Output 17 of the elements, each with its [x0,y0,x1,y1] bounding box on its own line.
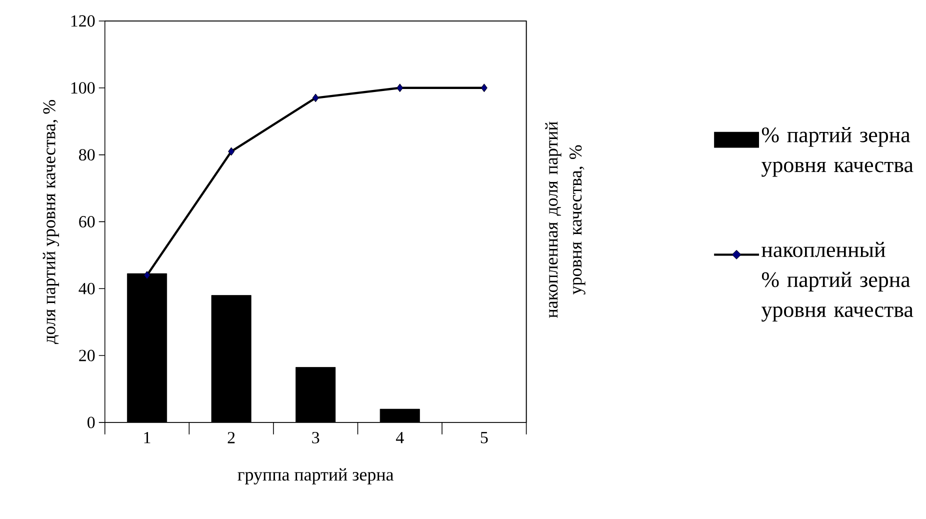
x-tick-label: 3 [312,432,320,444]
x-tick-label: 4 [396,432,404,443]
y-tick-label: 100 [71,82,95,94]
x-tick-label: 2 [228,432,235,444]
y-tick-label: 80 [79,148,95,160]
y-tick-label: 60 [79,216,95,228]
y-tick-label: 20 [79,350,95,362]
legend-label: % партий зерна уровня качества [761,126,914,177]
y-axis-title: доля партий уровня качества, % [42,100,60,344]
x-axis-title: группа партий зерна [238,468,394,484]
y-tick-label: 120 [71,15,95,27]
y-tick-label: 0 [88,416,95,428]
x-tick-label: 1 [144,432,150,444]
x-tick-label: 5 [480,432,488,444]
legend-label: накопленный % партий зерна уровня качества [761,242,914,322]
y-tick-label: 40 [78,282,95,294]
y2-axis-title: накопленная доля партий уровня качества, % [545,121,586,318]
